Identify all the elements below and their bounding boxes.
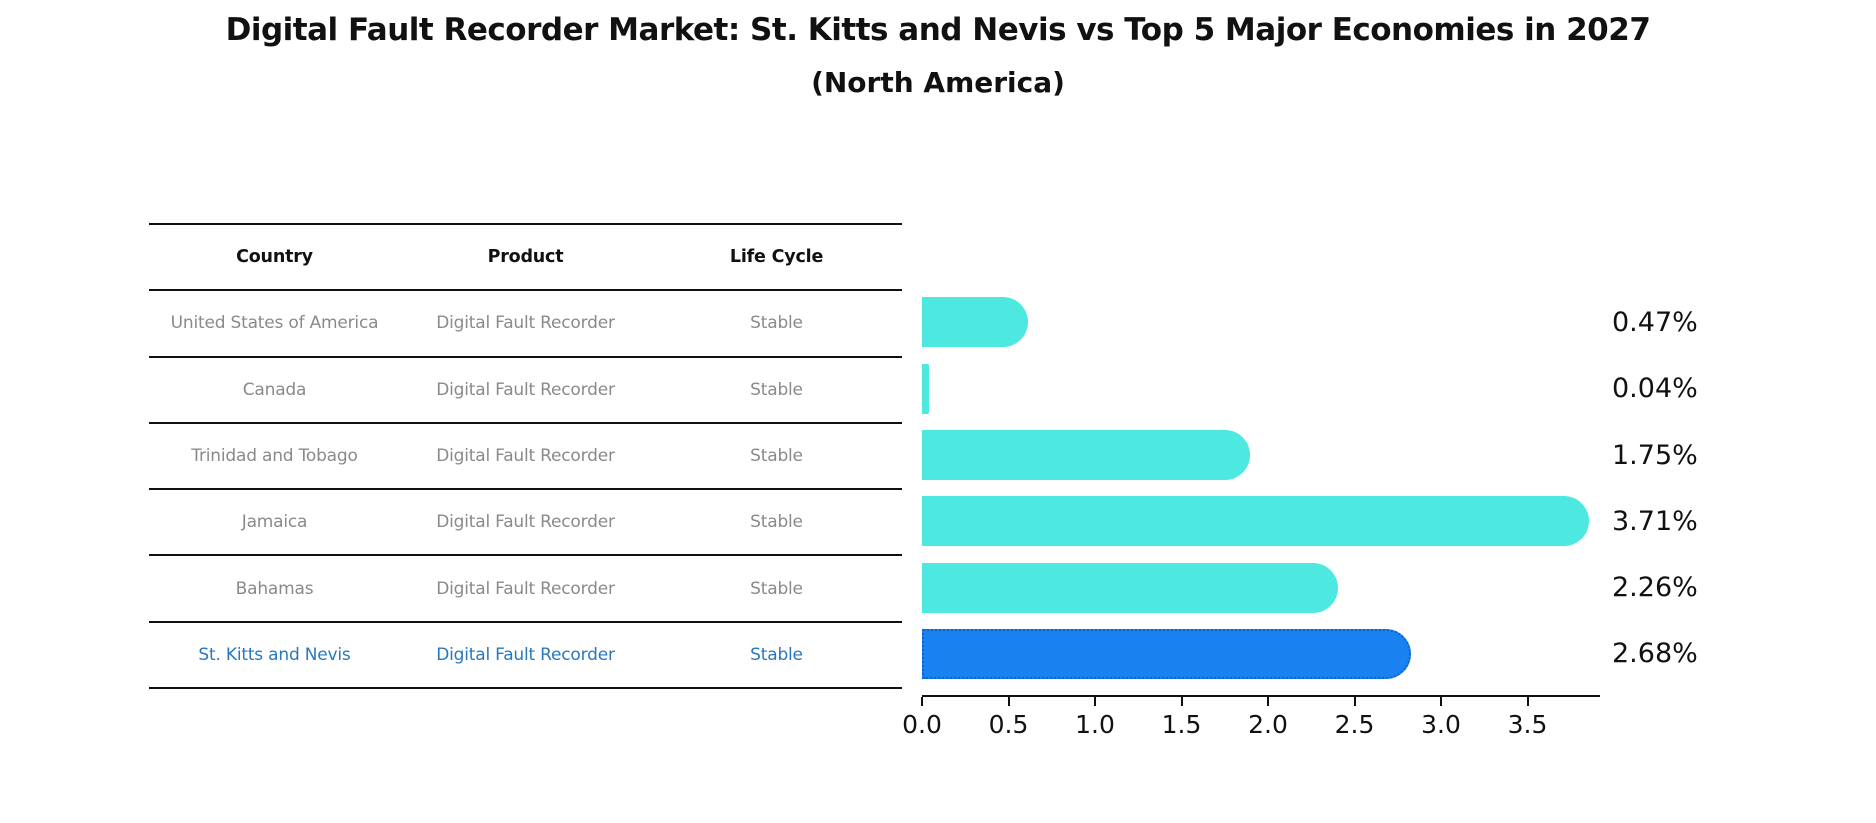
x-axis-tick — [1180, 697, 1183, 706]
chart-subtitle: (North America) — [811, 66, 1065, 99]
value-label: 3.71% — [1612, 505, 1698, 537]
bar-united-states — [922, 297, 1029, 348]
x-axis-tick-label: 1.5 — [1161, 710, 1202, 739]
cell-life-cycle: Stable — [750, 644, 803, 665]
x-axis-tick — [1440, 697, 1442, 706]
x-axis-tick — [1353, 697, 1356, 706]
cell-life-cycle: Stable — [750, 313, 803, 334]
x-axis-tick-label: 2.5 — [1334, 710, 1375, 739]
cell-product: Digital Fault Recorder — [436, 512, 615, 533]
x-axis-tick — [1094, 697, 1096, 706]
cell-product: Digital Fault Recorder — [436, 644, 615, 665]
x-axis-tick — [921, 697, 923, 706]
table-row: Trinidad and Tobago Digital Fault Record… — [149, 421, 902, 488]
cell-product: Digital Fault Recorder — [436, 313, 615, 334]
cell-life-cycle: Stable — [750, 512, 803, 533]
x-axis-tick-label: 2.0 — [1248, 710, 1288, 739]
x-axis-tick — [1526, 697, 1529, 706]
x-axis-tick-label: 0.5 — [988, 710, 1029, 739]
cell-product: Digital Fault Recorder — [436, 578, 615, 599]
value-label: 2.68% — [1612, 638, 1698, 670]
cell-product: Digital Fault Recorder — [436, 446, 615, 467]
bar-trinidad-and-tobago — [922, 430, 1250, 481]
cell-country: Bahamas — [235, 578, 314, 599]
table-row: Jamaica Digital Fault Recorder Stable — [149, 488, 902, 554]
x-axis-tick-label: 1.0 — [1075, 710, 1115, 739]
x-axis-tick-label: 0.0 — [902, 710, 942, 739]
cell-product: Digital Fault Recorder — [436, 379, 615, 400]
bar-jamaica — [922, 496, 1589, 547]
value-label: 2.26% — [1612, 572, 1698, 604]
value-label: 0.04% — [1612, 373, 1698, 405]
country-table: Country Product Life Cycle United States… — [149, 223, 902, 690]
x-axis-tick-label: 3.5 — [1507, 710, 1548, 739]
bar-bahamas — [922, 562, 1338, 613]
table-row-highlighted: St. Kitts and Nevis Digital Fault Record… — [149, 620, 902, 687]
cell-life-cycle: Stable — [750, 578, 803, 599]
x-axis-tick — [1007, 697, 1010, 706]
value-label: 1.75% — [1612, 439, 1698, 471]
table-row: Canada Digital Fault Recorder Stable — [149, 355, 902, 422]
x-axis-line — [922, 695, 1600, 697]
bar-canada — [922, 363, 929, 414]
table-header-row: Country Product Life Cycle — [149, 223, 902, 289]
column-header-life-cycle: Life Cycle — [729, 247, 824, 268]
cell-country: United States of America — [170, 313, 379, 334]
bar-st-kitts-and-nevis-highlighted — [922, 628, 1411, 679]
value-label: 0.47% — [1612, 306, 1698, 338]
cell-country: Canada — [242, 379, 307, 400]
cell-country: Jamaica — [241, 512, 308, 533]
cell-country: Trinidad and Tobago — [191, 446, 358, 467]
cell-country: St. Kitts and Nevis — [198, 644, 351, 665]
table-row: Bahamas Digital Fault Recorder Stable — [149, 554, 902, 620]
chart-title: Digital Fault Recorder Market: St. Kitts… — [225, 12, 1651, 48]
cell-life-cycle: Stable — [750, 446, 803, 467]
column-header-product: Product — [487, 247, 564, 268]
table-row: United States of America Digital Fault R… — [149, 289, 902, 355]
cell-life-cycle: Stable — [750, 379, 803, 400]
x-axis-tick-label: 3.0 — [1421, 710, 1461, 739]
column-header-country: Country — [236, 247, 313, 268]
x-axis-tick — [1267, 697, 1269, 706]
